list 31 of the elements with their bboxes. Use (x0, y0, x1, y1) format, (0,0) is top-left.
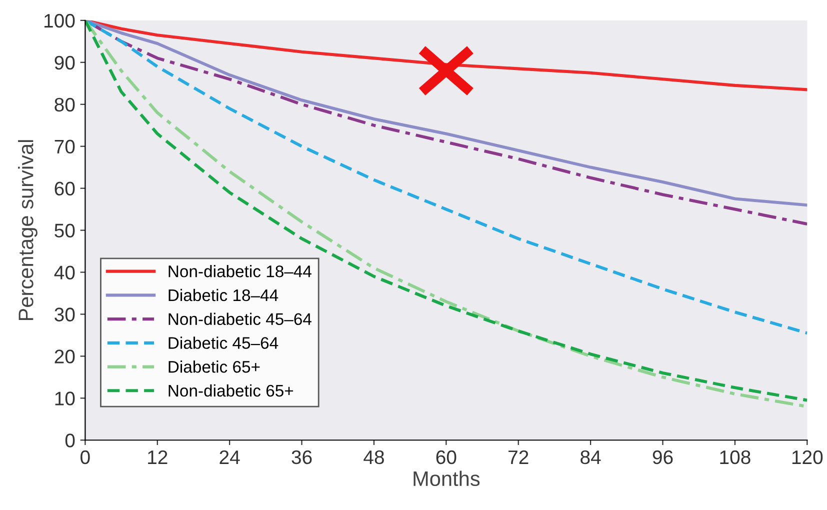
y-axis-title: Percentage survival (18, 140, 38, 320)
x-tick-label: 36 (292, 450, 312, 464)
y-tick-label: 60 (54, 182, 75, 196)
y-tick-label: 20 (54, 350, 75, 364)
x-tick-label: 84 (580, 450, 601, 464)
legend-label: Diabetic 45–64 (168, 336, 278, 349)
x-tick-label: 96 (652, 450, 673, 464)
legend-label: Non-diabetic 65+ (168, 384, 294, 397)
x-tick-label: 0 (80, 450, 90, 464)
legend-label: Non-diabetic 18–44 (168, 265, 312, 278)
x-tick-label: 24 (220, 450, 240, 464)
x-axis-title: Months (414, 470, 480, 486)
x-tick-label: 12 (148, 450, 168, 464)
y-tick-label: 30 (54, 308, 75, 322)
y-tick-label: 80 (54, 98, 75, 112)
x-tick-label: 72 (508, 450, 528, 464)
legend-label: Diabetic 65+ (168, 360, 260, 373)
legend-label: Diabetic 18–44 (168, 288, 278, 302)
legend-label: Non-diabetic 45–64 (168, 312, 312, 326)
y-tick-label: 70 (54, 140, 75, 154)
x-tick-label: 48 (364, 450, 384, 464)
y-tick-label: 0 (65, 434, 75, 448)
y-tick-label: 50 (54, 224, 75, 238)
y-tick-label: 100 (44, 14, 75, 28)
line-series (85, 20, 808, 335)
x-tick-label: 120 (792, 450, 823, 464)
y-tick-label: 90 (54, 56, 75, 70)
y-tick-label: 40 (54, 266, 75, 280)
x-tick-label: 108 (720, 450, 750, 464)
y-tick-label: 10 (55, 392, 75, 406)
x-tick-label: 60 (436, 450, 456, 464)
